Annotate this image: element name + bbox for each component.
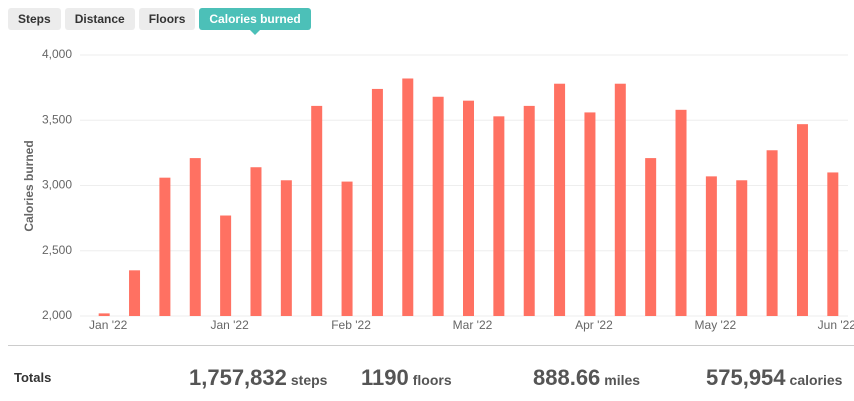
bar: [371, 88, 383, 317]
bar: [523, 105, 535, 317]
totals-label: Totals: [14, 370, 52, 385]
y-tick-label: 2,500: [42, 243, 72, 257]
separator: [8, 345, 854, 346]
bar: [796, 124, 808, 316]
total-unit: miles: [604, 372, 641, 388]
total-unit: floors: [412, 372, 452, 388]
bar: [341, 181, 353, 316]
y-tick-label: 3,000: [42, 178, 72, 192]
bar: [645, 158, 657, 316]
bar: [129, 270, 141, 316]
x-tick-label: Jan '22: [89, 318, 128, 332]
total-value: 1190: [361, 365, 409, 390]
total-value: 575,954: [706, 365, 786, 390]
total-item: 1190 floors: [361, 365, 452, 391]
bar: [675, 109, 687, 316]
tab[interactable]: Distance: [64, 8, 135, 30]
bar: [736, 180, 748, 316]
bar: [766, 150, 778, 316]
x-tick-label: Jan '22: [210, 318, 249, 332]
bar: [98, 313, 110, 316]
x-tick-label: Feb '22: [331, 318, 371, 332]
tab-active[interactable]: Calories burned: [199, 8, 311, 35]
bar: [827, 172, 839, 316]
total-item: 1,757,832 steps: [189, 365, 327, 391]
tab[interactable]: Steps: [8, 8, 61, 30]
bar: [159, 177, 171, 316]
bar: [432, 96, 444, 316]
bar: [311, 105, 323, 317]
x-tick-label: Mar '22: [453, 318, 493, 332]
y-tick-label: 4,000: [42, 47, 72, 61]
totals-row: Totals 1,757,832 steps 1190 floors 888.66 m…: [0, 365, 854, 391]
total-unit: steps: [290, 372, 328, 388]
bar: [614, 83, 626, 317]
bar: [463, 100, 474, 316]
total-item: 575,954 calories: [706, 365, 842, 391]
tab[interactable]: Floors: [138, 8, 196, 30]
bar: [705, 176, 717, 316]
bar: [280, 180, 292, 316]
bar: [250, 167, 262, 316]
bar: [554, 83, 566, 317]
bar: [189, 158, 201, 316]
x-tick-label: May '22: [695, 318, 737, 332]
tab-bar: Steps Distance Floors Calories burned: [8, 8, 311, 35]
chart: Calories burned 2,000 2,500 3,000 3,500 4,00…: [22, 47, 854, 332]
total-item: 888.66 miles: [533, 365, 640, 391]
bar: [220, 215, 232, 316]
x-tick-label: Apr '22: [575, 318, 613, 332]
bar: [493, 116, 505, 317]
y-axis-label: Calories burned: [22, 140, 36, 231]
bar: [584, 112, 596, 316]
total-unit: calories: [789, 372, 843, 388]
y-tick-label: 3,500: [42, 112, 72, 126]
total-value: 1,757,832: [189, 365, 287, 390]
total-value: 888.66: [533, 365, 601, 390]
y-tick-label: 2,000: [42, 308, 72, 322]
bar: [402, 78, 414, 317]
x-tick-label: Jun '22: [818, 318, 854, 332]
